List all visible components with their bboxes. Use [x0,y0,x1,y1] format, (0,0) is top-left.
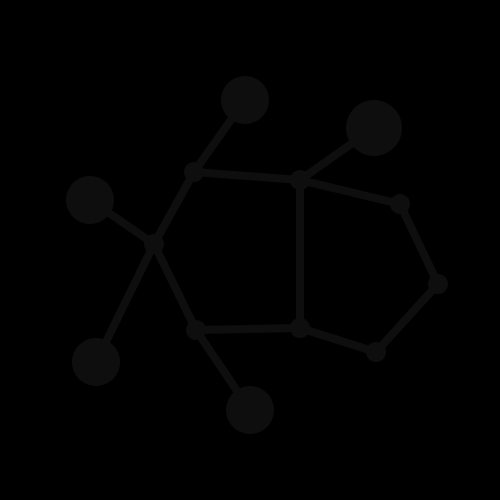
node-hex_tr [290,170,310,190]
node-hex_bl [186,320,206,340]
node-pent_bot [366,342,386,362]
node-top [221,76,269,124]
node-left_outer [66,176,114,224]
node-pent_right [428,274,448,294]
node-bottom [226,386,274,434]
node-hex_br [290,318,310,338]
molecule-diagram [0,0,500,500]
node-hex_tl [184,162,204,182]
node-tr_outer [346,100,402,156]
node-pent_top [390,194,410,214]
edge [196,328,300,330]
node-bl_outer [72,338,120,386]
node-hex_left [144,234,164,254]
